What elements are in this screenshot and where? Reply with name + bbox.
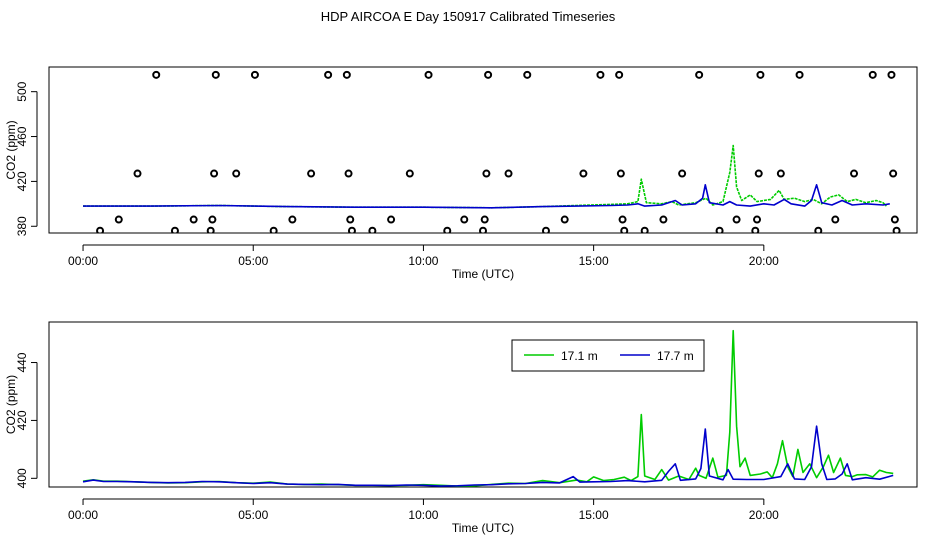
data-point xyxy=(344,169,353,178)
data-point xyxy=(753,215,762,224)
data-point xyxy=(288,215,297,224)
x-tick-label: 10:00 xyxy=(408,254,438,268)
x-axis-label: Time (UTC) xyxy=(452,267,514,281)
data-point xyxy=(892,226,901,233)
data-point xyxy=(189,215,198,224)
data-point xyxy=(695,70,704,79)
data-point xyxy=(596,70,605,79)
y-tick-label: 440 xyxy=(15,352,29,372)
data-point xyxy=(479,226,487,233)
data-point xyxy=(523,70,532,79)
x-tick-label: 10:00 xyxy=(408,508,438,522)
data-point xyxy=(387,215,396,224)
data-point xyxy=(732,215,741,224)
x-tick-label: 00:00 xyxy=(68,508,98,522)
data-point xyxy=(211,70,220,79)
legend-label-2: 17.7 m xyxy=(657,349,694,363)
data-point xyxy=(541,226,550,233)
data-point xyxy=(579,169,588,178)
data-point xyxy=(795,70,804,79)
series-line-2 xyxy=(83,184,890,209)
data-point xyxy=(715,226,724,233)
x-tick-label: 20:00 xyxy=(749,508,779,522)
x-tick-label: 05:00 xyxy=(238,508,268,522)
y-tick-label: 420 xyxy=(15,410,29,430)
data-point xyxy=(424,70,433,79)
data-point xyxy=(659,215,668,224)
x-tick-label: 15:00 xyxy=(579,508,609,522)
y-tick-label: 500 xyxy=(15,81,29,101)
data-point xyxy=(890,215,899,224)
plot-area xyxy=(83,70,901,233)
data-point xyxy=(269,226,278,233)
data-point xyxy=(560,215,569,224)
data-point xyxy=(443,226,452,233)
data-point xyxy=(232,169,241,178)
data-point xyxy=(96,226,105,233)
data-point xyxy=(206,226,215,233)
data-point xyxy=(751,226,760,233)
data-point xyxy=(482,169,491,178)
chart-title: HDP AIRCOA E Day 150917 Calibrated Times… xyxy=(320,9,616,24)
data-point xyxy=(615,70,624,79)
data-point xyxy=(814,226,823,233)
data-point xyxy=(133,169,142,178)
data-point xyxy=(342,70,351,79)
y-axis-label: CO2 (ppm) xyxy=(4,375,18,434)
x-tick-label: 00:00 xyxy=(68,254,98,268)
data-point xyxy=(616,169,625,178)
data-point xyxy=(347,226,356,233)
y-tick-label: 420 xyxy=(15,171,29,191)
data-point xyxy=(480,215,489,224)
plot-area xyxy=(82,329,894,487)
data-point xyxy=(208,215,217,224)
data-point xyxy=(887,70,896,79)
y-axis-label: CO2 (ppm) xyxy=(4,120,18,179)
top-panel: 00:00 05:00 10:00 15:00 20:00 Time (UTC) 380 42… xyxy=(4,66,918,281)
data-point xyxy=(210,169,219,178)
x-axis-label: Time (UTC) xyxy=(452,521,514,535)
y-tick-label: 380 xyxy=(15,216,29,236)
y-tick-label: 400 xyxy=(15,468,29,488)
data-point xyxy=(889,169,898,178)
data-point xyxy=(346,215,355,224)
data-point xyxy=(460,215,469,224)
data-point xyxy=(405,169,414,178)
data-point xyxy=(776,169,785,178)
series-line-1 xyxy=(82,329,894,487)
data-point xyxy=(504,169,513,178)
bottom-panel: 00:00 05:00 10:00 15:00 20:00 Time (UTC) 400 42… xyxy=(4,321,918,535)
data-point xyxy=(850,169,859,178)
data-point xyxy=(620,226,629,233)
data-point xyxy=(307,169,316,178)
data-point xyxy=(484,70,493,79)
data-point xyxy=(114,215,123,224)
data-point xyxy=(868,70,877,79)
x-tick-label: 05:00 xyxy=(238,254,268,268)
y-tick-label: 460 xyxy=(15,126,29,146)
data-point xyxy=(678,169,687,178)
series-line-1 xyxy=(83,144,887,209)
series-line-2 xyxy=(82,425,894,487)
x-tick-label: 20:00 xyxy=(749,254,779,268)
legend: 17.1 m 17.7 m xyxy=(511,339,705,372)
data-point xyxy=(754,169,763,178)
legend-label-1: 17.1 m xyxy=(561,349,598,363)
data-point xyxy=(250,70,259,79)
data-point xyxy=(831,215,840,224)
data-point xyxy=(618,215,627,224)
data-point xyxy=(368,226,377,233)
data-point xyxy=(324,70,333,79)
plot-frame xyxy=(48,321,918,488)
data-point xyxy=(640,226,649,233)
data-point xyxy=(170,226,179,233)
data-point xyxy=(152,70,161,79)
x-tick-label: 15:00 xyxy=(579,254,609,268)
data-point xyxy=(756,70,765,79)
